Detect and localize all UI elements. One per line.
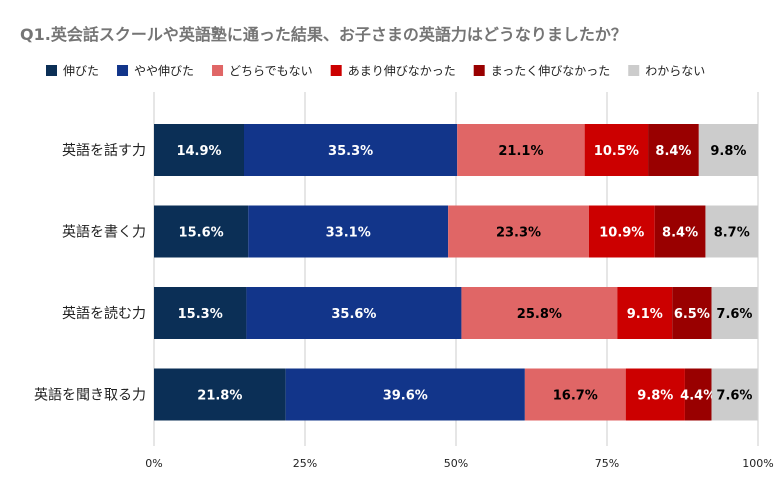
bar-segment bbox=[684, 368, 712, 421]
bar-segment bbox=[246, 287, 462, 339]
bar-segment bbox=[625, 368, 685, 421]
legend-swatch bbox=[628, 65, 640, 76]
bar-segment bbox=[648, 124, 699, 176]
data-label: 10.9% bbox=[599, 226, 644, 241]
legend-label: 伸びた bbox=[63, 64, 99, 78]
x-tick-label: 0% bbox=[145, 457, 162, 470]
bar-segment bbox=[154, 205, 249, 258]
legend-label: わからない bbox=[645, 64, 705, 78]
x-axis-ticks: 0% 25% 50% 75% 100% bbox=[145, 457, 773, 470]
x-tick-label: 100% bbox=[742, 457, 773, 470]
bar-segment bbox=[457, 124, 585, 176]
category-label: 英語を話す力 bbox=[62, 142, 146, 159]
category-label: 英語を書く力 bbox=[62, 224, 146, 241]
chart-title: Q1.英会話スクールや英語塾に通った結果、お子さまの英語力はどうなりましたか？ bbox=[20, 25, 627, 44]
legend: 伸びた やや伸びた どちらでもない あまり伸びなかった まったく伸びなかった わからない bbox=[46, 64, 705, 78]
legend-label: あまり伸びなかった bbox=[348, 64, 456, 78]
bar-segment bbox=[711, 368, 758, 421]
legend-swatch bbox=[330, 65, 342, 76]
bar-segment bbox=[617, 287, 673, 339]
data-label: 4.4% bbox=[680, 389, 716, 404]
legend-label: まったく伸びなかった bbox=[491, 64, 611, 78]
bar-segment bbox=[584, 124, 649, 176]
x-tick-label: 75% bbox=[595, 457, 619, 470]
bar-segment bbox=[243, 124, 458, 176]
data-label: 15.3% bbox=[178, 307, 223, 322]
data-label: 8.4% bbox=[655, 144, 691, 159]
data-label: 15.6% bbox=[179, 226, 224, 241]
data-label: 7.6% bbox=[716, 389, 752, 404]
data-label: 25.8% bbox=[517, 307, 562, 322]
bars: 14.9% 35.3% 21.1% 10.5% 8.4% 9.8% 15.6% 33.1% 23… bbox=[154, 124, 758, 421]
data-label: 6.5% bbox=[674, 307, 710, 322]
bar-segment bbox=[448, 205, 589, 258]
data-label: 35.6% bbox=[331, 307, 376, 322]
data-label: 8.7% bbox=[714, 226, 750, 241]
bar-segment bbox=[248, 205, 449, 258]
data-label: 10.5% bbox=[594, 144, 639, 159]
data-label: 9.8% bbox=[710, 144, 746, 159]
bar-segment bbox=[154, 124, 244, 176]
data-label: 39.6% bbox=[383, 389, 428, 404]
bar-segment bbox=[285, 368, 525, 421]
legend-swatch bbox=[473, 65, 485, 76]
bar-segment bbox=[154, 287, 247, 339]
bar-segment bbox=[698, 124, 758, 176]
data-label: 21.1% bbox=[498, 144, 543, 159]
data-label: 7.6% bbox=[716, 307, 752, 322]
category-label: 英語を聞き取る力 bbox=[34, 387, 146, 404]
bar-segment bbox=[461, 287, 618, 339]
legend-swatch bbox=[212, 65, 224, 76]
bar-segment bbox=[588, 205, 655, 258]
bar-segment bbox=[672, 287, 712, 339]
data-label: 23.3% bbox=[496, 226, 541, 241]
data-label: 35.3% bbox=[328, 144, 373, 159]
bar-segment bbox=[524, 368, 626, 421]
data-label: 33.1% bbox=[326, 226, 371, 241]
x-tick-label: 50% bbox=[444, 457, 468, 470]
legend-label: どちらでもない bbox=[229, 64, 313, 78]
category-label: 英語を読む力 bbox=[62, 305, 146, 322]
data-label: 8.4% bbox=[662, 226, 698, 241]
legend-swatch bbox=[117, 65, 129, 76]
data-label: 14.9% bbox=[176, 144, 221, 159]
data-label: 21.8% bbox=[197, 389, 242, 404]
legend-label: やや伸びた bbox=[134, 64, 194, 78]
data-label: 9.1% bbox=[627, 307, 663, 322]
legend-swatch bbox=[46, 65, 57, 76]
data-label: 16.7% bbox=[553, 389, 598, 404]
bar-segment bbox=[705, 205, 758, 258]
bar-segment bbox=[154, 368, 286, 421]
bar-segment bbox=[711, 287, 758, 339]
x-tick-label: 25% bbox=[293, 457, 317, 470]
bar-segment bbox=[654, 205, 706, 258]
data-label: 9.8% bbox=[637, 389, 673, 404]
